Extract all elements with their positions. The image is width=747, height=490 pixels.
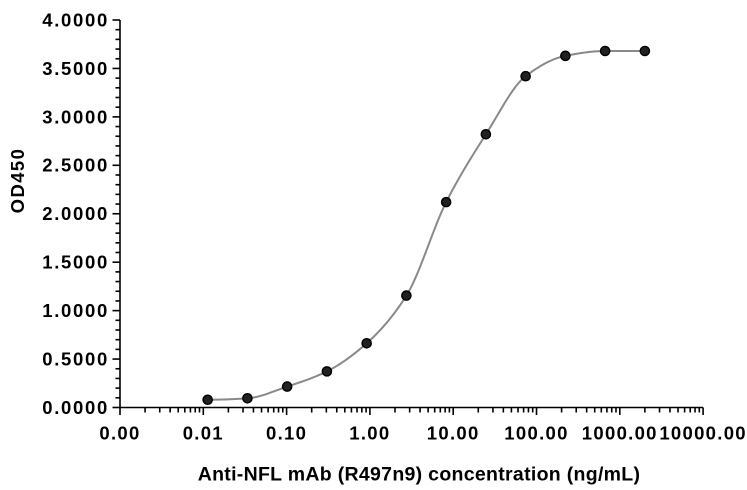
svg-text:0.01: 0.01 <box>183 422 224 443</box>
svg-text:Anti-NFL mAb (R497n9) concentr: Anti-NFL mAb (R497n9) concentration (ng/… <box>198 463 641 485</box>
svg-text:0.10: 0.10 <box>266 422 307 443</box>
svg-text:1.0000: 1.0000 <box>42 300 109 321</box>
svg-text:10.00: 10.00 <box>427 422 480 443</box>
svg-text:OD450: OD450 <box>7 148 28 214</box>
svg-text:3.5000: 3.5000 <box>42 58 109 79</box>
svg-text:0.00: 0.00 <box>99 422 140 443</box>
svg-text:100.00: 100.00 <box>504 422 568 443</box>
svg-text:4.0000: 4.0000 <box>42 9 109 30</box>
svg-text:0.5000: 0.5000 <box>42 348 109 369</box>
svg-text:1.5000: 1.5000 <box>42 252 109 273</box>
svg-text:1000.00: 1000.00 <box>582 422 658 443</box>
svg-text:10000.00: 10000.00 <box>659 422 747 443</box>
svg-text:2.0000: 2.0000 <box>42 203 109 224</box>
svg-text:1.00: 1.00 <box>349 422 390 443</box>
svg-text:3.0000: 3.0000 <box>42 106 109 127</box>
svg-text:0.0000: 0.0000 <box>42 397 109 418</box>
svg-text:2.5000: 2.5000 <box>42 155 109 176</box>
